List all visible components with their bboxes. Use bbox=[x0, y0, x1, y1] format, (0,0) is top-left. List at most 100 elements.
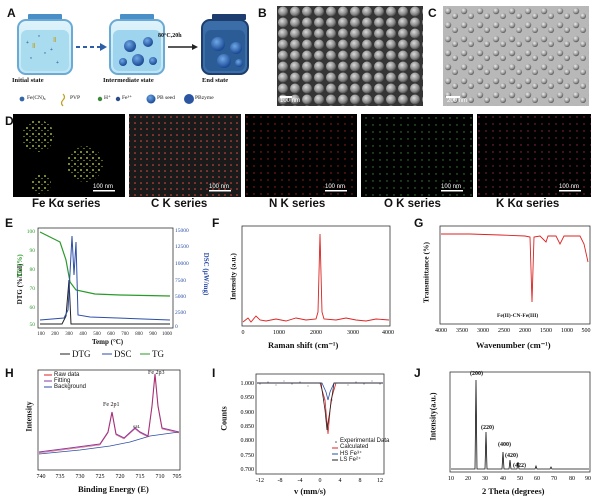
svg-text:4000: 4000 bbox=[435, 328, 447, 334]
svg-text:8: 8 bbox=[359, 478, 362, 484]
svg-text:2000: 2000 bbox=[310, 330, 322, 336]
scale-d-5: 100 nm bbox=[559, 184, 579, 190]
sem-image-c bbox=[443, 6, 589, 106]
h-xlabel: Binding Energy (E) bbox=[78, 484, 149, 494]
calc-curve bbox=[257, 383, 383, 434]
h-ann-fe2p1: Fe 2p1 bbox=[103, 402, 120, 408]
svg-text:2000: 2000 bbox=[519, 328, 531, 334]
svg-text:500: 500 bbox=[93, 332, 101, 337]
legend-fe3: Fe³⁺ bbox=[122, 95, 132, 101]
e-legend-dsc: DSC bbox=[114, 349, 132, 359]
e-legend-tg: TG bbox=[152, 349, 164, 359]
i-ylabel: Counts bbox=[220, 399, 229, 439]
svg-text:Ⅱ: Ⅱ bbox=[32, 42, 35, 50]
ls-curve bbox=[257, 383, 383, 430]
svg-text:20: 20 bbox=[465, 476, 471, 482]
svg-text:2500: 2500 bbox=[175, 310, 186, 316]
svg-text:0: 0 bbox=[175, 324, 178, 330]
svg-text:0.800: 0.800 bbox=[241, 438, 255, 444]
svg-text:100: 100 bbox=[27, 229, 36, 235]
svg-text:400: 400 bbox=[79, 332, 87, 337]
panel-label-i: I bbox=[212, 366, 215, 380]
scale-c: 200 nm bbox=[447, 98, 467, 104]
e-legend-dtg: DTG bbox=[72, 349, 91, 359]
svg-text:2500: 2500 bbox=[498, 328, 510, 334]
state-initial: Initial state bbox=[12, 77, 44, 84]
svg-text:-8: -8 bbox=[278, 478, 283, 484]
svg-text:900: 900 bbox=[149, 332, 157, 337]
svg-text:740: 740 bbox=[37, 474, 46, 480]
caption-o: O K series bbox=[384, 198, 441, 210]
dsc-curve bbox=[40, 236, 170, 320]
caption-k: K Kα series bbox=[496, 198, 559, 210]
scale-d-4: 100 nm bbox=[441, 184, 461, 190]
svg-text:7500: 7500 bbox=[175, 278, 186, 284]
svg-text:720: 720 bbox=[116, 474, 125, 480]
arrow-2 bbox=[168, 44, 198, 50]
raman-curve bbox=[243, 234, 389, 322]
svg-text:15000: 15000 bbox=[175, 228, 189, 234]
svg-text:70: 70 bbox=[30, 286, 36, 292]
j-peak-400: (400) bbox=[498, 442, 511, 448]
svg-text:0.750: 0.750 bbox=[241, 453, 255, 459]
legend-pbzyme: PBzyme bbox=[195, 95, 214, 101]
svg-text:-4: -4 bbox=[298, 478, 303, 484]
svg-text:1500: 1500 bbox=[540, 328, 552, 334]
j-peak-420: (420) bbox=[505, 453, 518, 459]
jar-end bbox=[202, 14, 248, 74]
legend-fecn: Fe(CN)₆ bbox=[27, 95, 46, 101]
svg-text:50: 50 bbox=[517, 476, 523, 482]
caption-c: C K series bbox=[151, 198, 207, 210]
jar-intermediate bbox=[110, 14, 164, 74]
i-legend-ls: LS Fe²⁺ bbox=[340, 456, 361, 463]
state-end: End state bbox=[202, 77, 228, 84]
svg-text:12: 12 bbox=[377, 478, 383, 484]
svg-text:10: 10 bbox=[448, 476, 454, 482]
svg-text:60: 60 bbox=[534, 476, 540, 482]
legend-h: H⁺ bbox=[104, 95, 111, 101]
svg-text:80: 80 bbox=[569, 476, 575, 482]
svg-text:+: + bbox=[50, 47, 53, 53]
svg-text:50: 50 bbox=[30, 322, 36, 328]
svg-text:60: 60 bbox=[30, 305, 36, 311]
xrd-curve bbox=[451, 380, 589, 469]
svg-text:600: 600 bbox=[107, 332, 115, 337]
svg-text:710: 710 bbox=[156, 474, 165, 480]
svg-text:1000: 1000 bbox=[561, 328, 573, 334]
svg-text:5000: 5000 bbox=[175, 294, 186, 300]
svg-text:735: 735 bbox=[56, 474, 65, 480]
scale-d-2: 100 nm bbox=[209, 184, 229, 190]
caption-fe: Fe Kα series bbox=[32, 198, 100, 210]
svg-text:12500: 12500 bbox=[175, 244, 189, 250]
svg-text:300: 300 bbox=[65, 332, 73, 337]
svg-text:90: 90 bbox=[30, 248, 36, 254]
j-ylabel: Intensity(a.u.) bbox=[429, 382, 438, 452]
h-legend-background: Background bbox=[54, 384, 86, 390]
g-annotation: Fe(II)-CN-Fe(III) bbox=[497, 313, 538, 319]
e-right-title: DSC (μW/mg) bbox=[202, 244, 210, 304]
state-intermediate: Intermediate state bbox=[103, 77, 154, 84]
svg-text:3000: 3000 bbox=[347, 330, 359, 336]
svg-text:0.850: 0.850 bbox=[241, 424, 255, 430]
raman-chart: 0 1000 2000 3000 4000 bbox=[226, 222, 396, 342]
svg-text:+: + bbox=[56, 60, 59, 66]
svg-text:30: 30 bbox=[482, 476, 488, 482]
svg-text:3500: 3500 bbox=[456, 328, 468, 334]
ftir-chart: 4000 3500 3000 2500 2000 1500 1000 500 bbox=[430, 222, 592, 338]
jar-initial: + * + * + * Ⅱ Ⅱ bbox=[18, 14, 72, 74]
svg-text:*: * bbox=[44, 52, 46, 58]
e-xlabel: Temp (°C) bbox=[92, 338, 123, 346]
j-peak-422: (422) bbox=[513, 463, 526, 469]
svg-text:4: 4 bbox=[339, 478, 342, 484]
legend-pbseed: PB seed bbox=[157, 95, 175, 101]
svg-text:725: 725 bbox=[96, 474, 105, 480]
svg-text:10000: 10000 bbox=[175, 261, 189, 267]
svg-text:500: 500 bbox=[582, 328, 591, 334]
scale-b: 100 nm bbox=[280, 98, 300, 104]
xps-background bbox=[39, 432, 179, 454]
g-ylabel: Transmittance (%) bbox=[422, 233, 431, 313]
svg-text:*: * bbox=[38, 35, 40, 41]
svg-text:1.000: 1.000 bbox=[241, 381, 255, 387]
h-ylabel: Intensity bbox=[25, 392, 34, 442]
svg-text:+: + bbox=[26, 40, 29, 46]
